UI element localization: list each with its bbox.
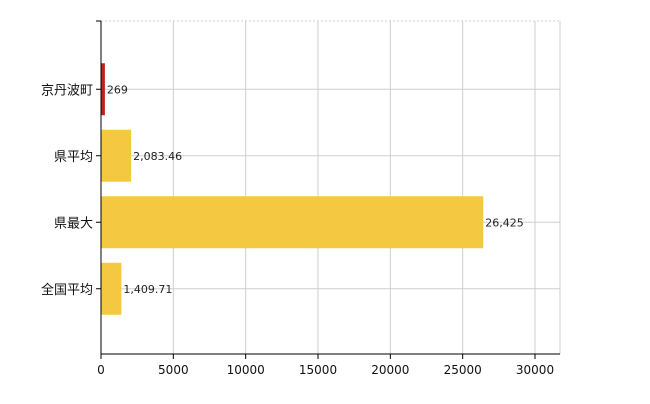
x-tick-label: 30000 bbox=[516, 363, 554, 377]
bar bbox=[101, 196, 484, 249]
data-label: 2,083.46 bbox=[133, 150, 182, 163]
category-label: 京丹波町 bbox=[41, 83, 93, 98]
x-tick-label: 15000 bbox=[299, 363, 337, 377]
x-tick-label: 0 bbox=[97, 363, 105, 377]
data-label: 1,409.71 bbox=[123, 283, 172, 296]
category-label: 全国平均 bbox=[41, 282, 93, 298]
x-tick-label: 25000 bbox=[444, 363, 482, 377]
bar bbox=[101, 262, 122, 315]
category-label: 県最大 bbox=[54, 216, 93, 231]
x-tick-label: 20000 bbox=[371, 363, 409, 377]
category-label: 県平均 bbox=[54, 150, 93, 165]
data-label: 269 bbox=[107, 83, 128, 96]
bar bbox=[101, 63, 105, 116]
data-label: 26,425 bbox=[485, 216, 524, 229]
bar bbox=[101, 129, 132, 182]
x-tick-label: 10000 bbox=[227, 363, 265, 377]
x-tick-label: 5000 bbox=[158, 363, 189, 377]
